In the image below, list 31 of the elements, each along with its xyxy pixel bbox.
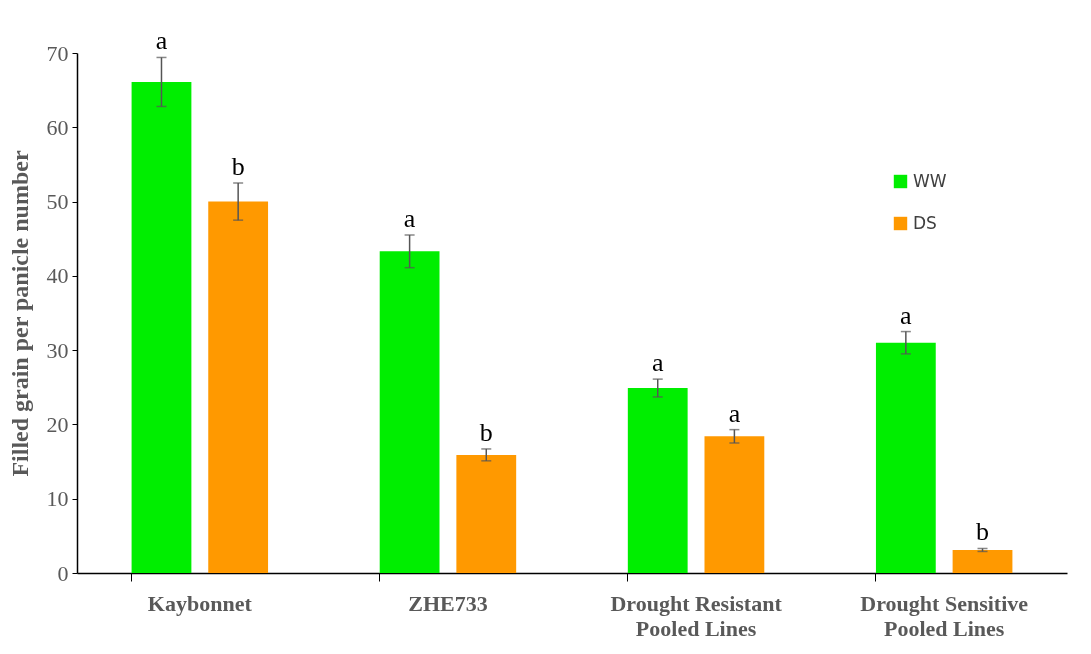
x-tick-label: Drought Resistant Pooled Lines	[610, 590, 783, 641]
y-axis-title: Filled grain per panicle number	[6, 150, 33, 477]
legend-label: WW	[913, 170, 947, 191]
bar	[131, 81, 192, 573]
y-tick-label: 40	[46, 263, 69, 289]
x-tick-label: ZHE733	[408, 590, 488, 616]
annotation: a	[155, 26, 168, 56]
bar	[208, 201, 269, 573]
y-tick-label: 70	[46, 40, 69, 66]
bar	[875, 342, 936, 573]
annotation: b	[231, 152, 245, 181]
y-tick-label: 60	[46, 114, 69, 140]
bar	[627, 388, 688, 573]
y-tick-label: 20	[46, 411, 69, 437]
y-tick-label: 0	[57, 560, 69, 586]
annotation: a	[728, 398, 741, 428]
y-tick-label: 30	[46, 337, 69, 363]
annotation: a	[900, 300, 913, 330]
annotation: b	[479, 417, 493, 447]
y-tick-label: 10	[46, 486, 69, 512]
annotation: a	[651, 348, 664, 378]
bar	[456, 454, 517, 573]
legend-label: DS	[913, 212, 937, 233]
x-tick-label: Drought Sensitive Pooled Lines	[860, 590, 1029, 641]
annotation: b	[976, 517, 990, 547]
bar	[952, 549, 1013, 573]
bar	[379, 251, 440, 573]
x-tick-label: Kaybonnet	[147, 590, 253, 616]
y-tick-label: 50	[46, 189, 69, 215]
annotation: a	[403, 204, 416, 233]
bar	[704, 436, 765, 573]
